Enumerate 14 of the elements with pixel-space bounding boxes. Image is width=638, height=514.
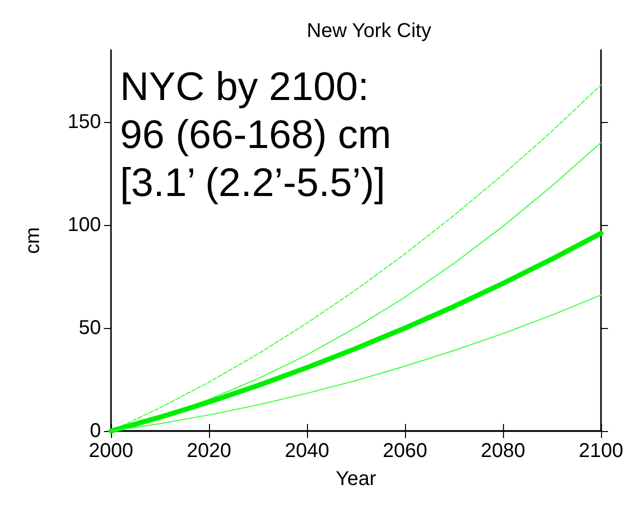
x-tick-label: 2020 xyxy=(186,440,232,462)
y-tick-label: 150 xyxy=(68,111,101,134)
x-tick-label: 2040 xyxy=(284,440,330,462)
y-tick-label: 0 xyxy=(90,420,101,442)
y-tick-label: 100 xyxy=(68,214,101,236)
x-tick-label: 2000 xyxy=(88,440,134,462)
x-tick-label: 2100 xyxy=(578,440,624,462)
annotation: NYC by 2100: 96 (66-168) cm [3.1’ (2.2’-5.5’)] xyxy=(120,65,392,205)
x-axis-title: Year xyxy=(336,468,377,490)
chart-title: New York City xyxy=(306,20,432,42)
y-tick-label: 50 xyxy=(78,317,101,340)
x-tick-label: 2080 xyxy=(480,440,526,462)
y-axis-title: cm xyxy=(22,227,44,254)
x-tick-label: 2060 xyxy=(382,440,428,462)
